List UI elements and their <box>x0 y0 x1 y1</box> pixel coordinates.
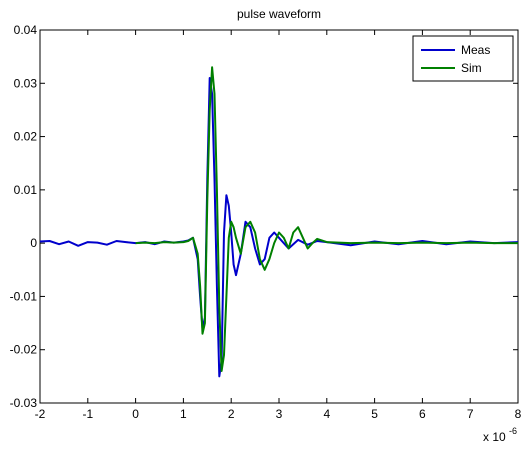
x-tick-label: 8 <box>515 407 522 421</box>
y-axis: -0.03 -0.02 -0.01 0 0.01 0.02 0.03 0.04 <box>10 23 518 410</box>
x-axis: -2 -1 0 1 2 3 4 5 6 7 8 <box>35 30 522 421</box>
legend-label-sim: Sim <box>461 61 482 75</box>
y-tick-label: 0.03 <box>14 76 38 90</box>
y-tick-label: -0.03 <box>10 396 38 410</box>
y-tick-label: 0.01 <box>14 183 38 197</box>
x-scale-label: x 10 <box>483 430 506 444</box>
y-tick-label: -0.02 <box>10 343 38 357</box>
x-scale-exponent: -6 <box>509 426 517 436</box>
x-scale-factor: x 10 -6 <box>483 426 517 444</box>
x-tick-label: -2 <box>35 407 46 421</box>
x-tick-label: 6 <box>419 407 426 421</box>
x-tick-label: 2 <box>228 407 235 421</box>
chart-title: pulse waveform <box>237 7 321 21</box>
plot-area <box>39 29 519 404</box>
series-line-sim <box>135 66 518 372</box>
y-tick-label: 0 <box>30 236 37 250</box>
x-tick-label: 0 <box>132 407 139 421</box>
legend: Meas Sim <box>412 35 514 82</box>
x-tick-label: 3 <box>276 407 283 421</box>
y-tick-label: 0.04 <box>14 23 38 37</box>
legend-label-meas: Meas <box>461 43 490 57</box>
y-tick-label: -0.01 <box>10 289 38 303</box>
x-tick-label: 7 <box>467 407 474 421</box>
x-tick-label: -1 <box>82 407 93 421</box>
x-tick-label: 1 <box>180 407 187 421</box>
y-tick-label: 0.02 <box>14 130 38 144</box>
legend-box <box>412 35 514 82</box>
series-layer <box>39 66 519 378</box>
x-tick-label: 4 <box>323 407 330 421</box>
x-tick-label: 5 <box>371 407 378 421</box>
